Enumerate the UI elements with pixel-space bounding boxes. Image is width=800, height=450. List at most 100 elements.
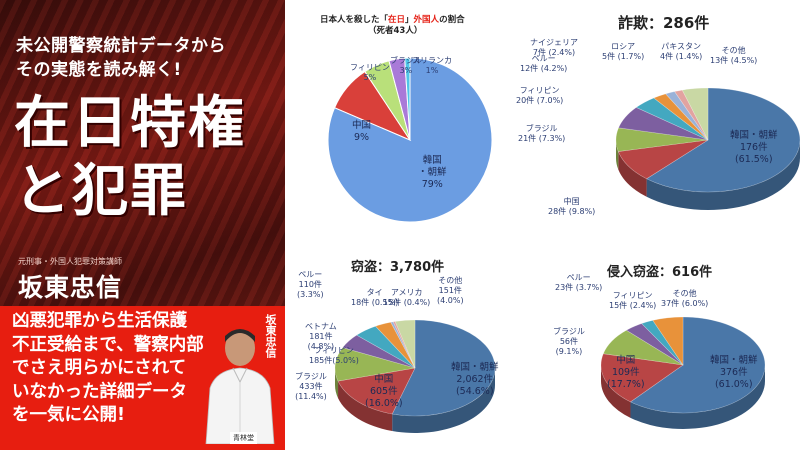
slice-label: 韓国 ・朝鮮 79% [418,155,447,191]
slice-label-line: ブラジル [390,56,422,65]
pie-slice [337,367,416,415]
chart-title: 詐欺：286件 [618,14,710,32]
slice-label-line: (17.7%) [607,379,645,390]
slice-label-line: 中国 [563,197,580,206]
slice-label-line: (61.5%) [734,154,773,165]
slice-label-line: 韓国 [422,155,442,166]
slice-label-line: ペルー [298,270,323,279]
chart-title: 侵入窃盗：616件 [607,265,713,280]
slice-label-line: ペルー [566,273,591,282]
pie-slice [618,107,709,141]
slice-label-line: フィリピン [350,63,390,72]
slice-label: ペルー 110件 (3.3%) [297,270,324,300]
slice-label: 韓国・朝鮮 376件 (61.0%) [710,355,758,391]
slice-label-line: (9.1%) [555,347,583,356]
pie-slice [641,320,684,366]
cover-title-line2: と犯罪 [14,159,188,224]
slice-label-line: 109件 [611,367,640,378]
slice-label-line: 20件 (7.0%) [516,96,564,105]
slice-label-line: 151件 [438,286,462,295]
title-mid: 」 [405,15,414,25]
slice-label: フィリピン 185件(5.0%) [309,346,359,366]
slice-label-line: 中国 [374,374,394,385]
slice-label-line: 605件 [369,386,398,397]
slice-label: フィリピン 15件 (2.4%) [609,291,656,311]
cover-subtitle-line1: 未公開警察統計データから [16,36,226,56]
pie-slice [629,316,766,414]
slice-label-line: 176件 [739,142,768,153]
slice-label-line: 中国 [616,355,636,366]
pie-slice [375,321,416,369]
pie-slice [390,321,416,369]
slice-label-line: 2,062件 [456,374,494,385]
slice-label-line: ナイジェリア [530,38,578,47]
slice-label-line: 185件(5.0%) [309,356,359,365]
pie-slice [342,334,416,369]
pie-slice [334,347,416,382]
book-cover: 未公開警察統計データから その実態を読み解く! 在日特権 と犯罪 元刑事・外国人… [0,0,285,450]
slice-label-line: アメリカ [390,288,423,297]
pie-slice-side [618,151,647,197]
slice-label: その他 37件 (6.0%) [661,289,708,309]
pie-slice [394,319,416,369]
pie-slice [392,321,416,369]
title-prefix: 日本人を殺した「 [320,15,389,25]
slice-label: 韓国・朝鮮 2,062件 (54.6%) [451,362,499,398]
slice-label-line: ベトナム [305,322,337,331]
pie-slice [681,87,709,141]
slice-label-line: 433件 [299,382,323,391]
pie-slice-side [601,365,631,418]
pie-slice-side [338,381,393,432]
author-photo [205,329,275,444]
slice-label-line: フィリピン [612,291,653,300]
slice-label-line: 21件 (7.3%) [518,134,566,143]
pie-slice [600,353,684,403]
cover-subtitle: 未公開警察統計データから その実態を読み解く! [16,34,226,82]
band-line: を一気に公開! [12,405,125,425]
slice-label-line: 18件 (0.5%) [351,298,399,307]
pie-slice [653,93,709,141]
slice-label-line: 37件 (6.0%) [661,299,709,308]
author-name: 坂東忠信 [18,273,123,302]
slice-label: ナイジェリア 7件 (2.4%) [530,38,578,58]
pie-svg [334,319,496,433]
pie-slice-side [392,368,495,433]
slice-label-line: 12件 (4.2%) [520,64,568,73]
pie-slice [665,91,709,141]
slice-label: その他 13件 (4.5%) [710,46,757,66]
slice-label-line: (4.8%) [307,342,335,351]
pie-slice [674,89,709,141]
band-line: 凶悪犯罪から生活保護 [12,311,187,331]
pie-svg [600,316,766,429]
pie-slice [404,57,411,141]
slice-label-line: 79% [421,179,443,190]
pie-slice [635,97,709,141]
slice-label-line: 28件 (9.8%) [548,207,596,216]
slice-label-line: (11.4%) [295,392,327,401]
slice-label-line: ブラジル [295,372,327,381]
pie-slice [615,127,709,152]
slice-label-line: 7件 (2.4%) [532,48,576,57]
pie-slice [652,316,684,366]
title-highlight: 在日 [388,15,406,25]
cover-title-line1: 在日特権 [14,91,246,156]
band-line: 不正受給まで、警察内部 [12,334,204,355]
slice-label: タイ 18件 (0.5%) [351,288,398,308]
slice-label-line: ブラジル [553,327,585,336]
chart-fraud: 詐欺：286件 韓国・朝鮮 176件 (61.5%) 中国 28件 (9.8%) ブラジル… [516,0,800,240]
slice-label: 中国 109件 (17.7%) [607,355,645,391]
slice-label-line: (16.0%) [365,398,403,409]
slice-label-line: フィリピン [314,346,354,355]
slice-label-line: 181件 [309,332,333,341]
slice-label: 中国 28件 (9.8%) [548,197,595,217]
slice-label: パキスタン 4件 (1.4%) [660,42,702,62]
cover-subtitle-line2: その実態を読み解く! [16,60,182,80]
slice-label-line: その他 [672,289,697,298]
slice-label-line: 3% [399,66,413,75]
title-highlight-2: 外国人 [413,15,440,25]
slice-label: ブラジル 433件 (11.4%) [295,372,327,402]
slice-label-line: 韓国・朝鮮 [730,130,778,141]
slice-label-line: 110件 [298,280,322,289]
slice-label: 中国 9% [352,120,371,144]
publisher-label: 青林堂 [230,432,257,444]
